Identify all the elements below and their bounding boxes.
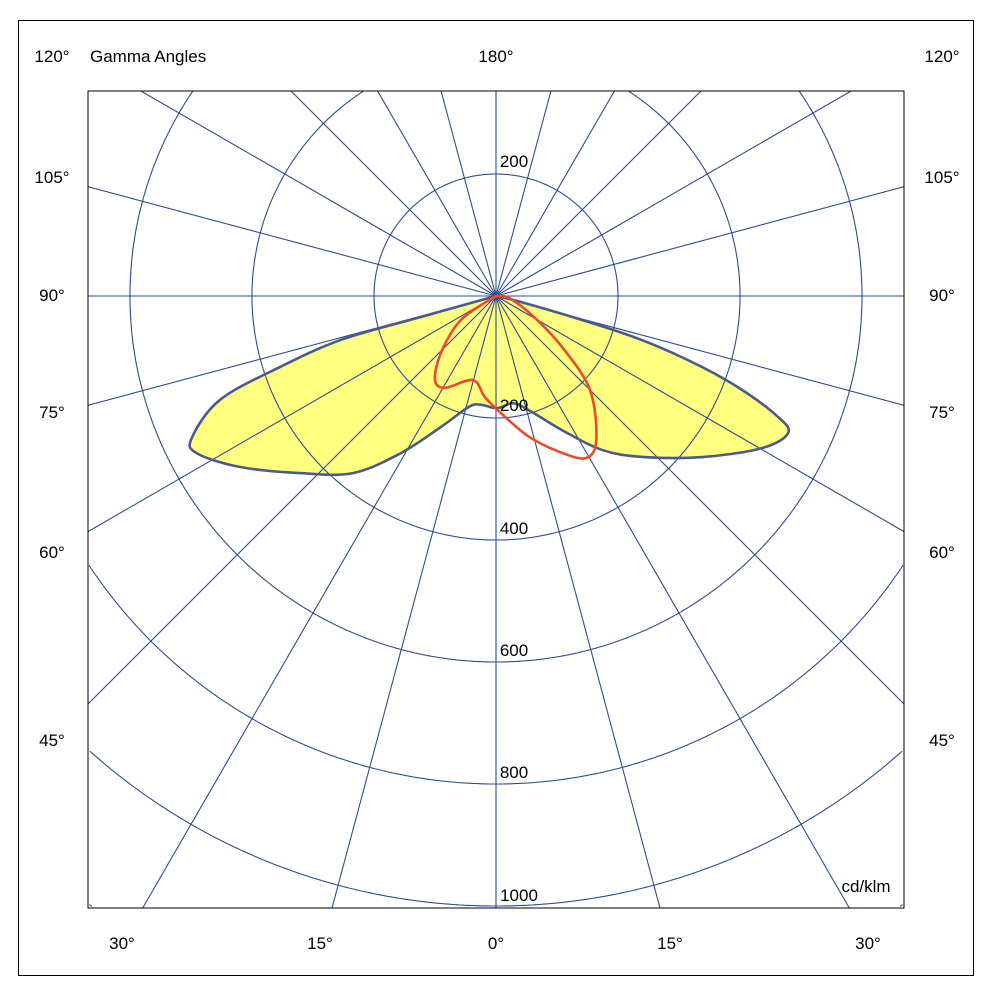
plot-border [87,90,905,909]
angle-label-bottom: 0° [487,934,505,953]
radial-tick-label: 1000 [500,886,538,905]
grid-radial-line [331,295,497,908]
angle-label-bottom: 30° [855,934,881,953]
grid-radial-line [495,91,615,297]
grid-radial-line [88,295,497,533]
radial-tick-label: 600 [499,641,529,660]
grid-radial-line [88,186,497,297]
grid-radial-line [440,91,497,297]
angle-label-left: 90° [39,286,65,305]
grid-radial-line [495,295,850,908]
grid-radial-line [495,295,904,533]
curves [188,294,791,477]
angle-label-right: 75° [929,403,955,422]
angle-label-right: 60° [929,543,955,562]
angle-label-left: 60° [39,543,65,562]
grid-radial-line [495,295,904,705]
grid-radial-line [495,295,661,908]
grid-radial-line [495,91,702,297]
chart-title: Gamma Angles [90,47,207,66]
polar-grid [88,91,904,908]
grid-ring [251,91,741,541]
grid-radial-line [377,91,497,297]
angle-label-top-left: 120° [34,47,70,66]
grid-radial-line [495,91,852,297]
angle-label-top-center: 180° [478,47,514,66]
grid-ring [88,565,904,785]
grid-radial-line [142,295,497,908]
series-curve-c0-c180 [188,294,791,477]
grid-ring [89,750,903,907]
grid-radial-line [495,91,552,297]
radial-tick-label: 200 [499,152,529,171]
angle-label-right: 90° [929,286,955,305]
chart-frame [18,20,974,976]
angle-label-bottom: 15° [657,934,683,953]
grid-radial-line [290,91,497,297]
angle-label-right: 45° [929,731,955,750]
angle-label-left: 75° [39,403,65,422]
radial-tick-label: 400 [499,519,529,538]
radial-tick-label: 200 [499,396,529,415]
angle-label-top-right: 120° [924,47,960,66]
angle-label-bottom: 30° [109,934,135,953]
angle-label-bottom: 15° [307,934,333,953]
grid-ring [129,91,863,663]
grid-radial-line [495,186,904,297]
series-curve-c90-c270 [433,294,598,460]
grid-radial-line [88,295,497,705]
radial-tick-label: 800 [499,763,529,782]
grid-radial-line [140,91,497,297]
angle-label-left: 45° [39,731,65,750]
angle-label-left: 105° [34,168,70,187]
angle-label-right: 105° [924,168,960,187]
unit-label: cd/klm [841,877,891,896]
grid-ring [88,904,904,907]
